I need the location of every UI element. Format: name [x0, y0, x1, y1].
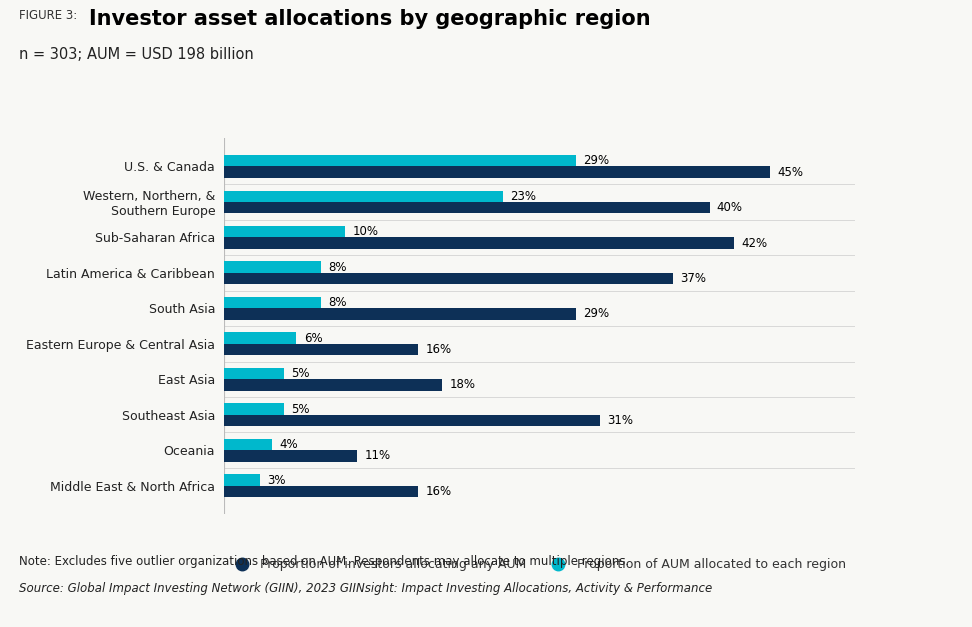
Text: 23%: 23% [510, 190, 537, 203]
Text: 5%: 5% [292, 403, 310, 416]
Bar [224, 155, 575, 166]
Bar [224, 202, 710, 213]
Bar [224, 403, 285, 414]
Bar [224, 308, 575, 320]
Text: FIGURE 3:: FIGURE 3: [19, 9, 78, 23]
Text: 31%: 31% [608, 414, 634, 427]
Bar [224, 273, 673, 284]
Bar [224, 297, 321, 308]
Text: 16%: 16% [426, 485, 451, 498]
Text: 29%: 29% [583, 307, 609, 320]
Bar [224, 191, 503, 202]
Bar [224, 414, 601, 426]
Bar [224, 166, 771, 177]
Bar [224, 344, 418, 355]
Text: 18%: 18% [449, 379, 475, 391]
Text: 4%: 4% [280, 438, 298, 451]
Text: 11%: 11% [364, 450, 391, 462]
Bar [224, 368, 285, 379]
Text: Investor asset allocations by geographic region: Investor asset allocations by geographic… [89, 9, 651, 29]
Text: 45%: 45% [778, 166, 804, 179]
Text: 8%: 8% [329, 296, 347, 309]
Text: 29%: 29% [583, 154, 609, 167]
Text: 10%: 10% [352, 225, 378, 238]
Bar [224, 261, 321, 273]
Text: 3%: 3% [267, 473, 286, 487]
Text: 5%: 5% [292, 367, 310, 380]
Text: n = 303; AUM = USD 198 billion: n = 303; AUM = USD 198 billion [19, 47, 255, 62]
Legend: Proportion of investors allocating any AUM, Proportion of AUM allocated to each : Proportion of investors allocating any A… [229, 558, 846, 571]
Text: 16%: 16% [426, 343, 451, 356]
Text: 6%: 6% [303, 332, 323, 345]
Bar [224, 450, 358, 461]
Bar [224, 486, 418, 497]
Bar [224, 238, 734, 249]
Text: Source: Global Impact Investing Network (GIIN), 2023 GIINsight: Impact Investing: Source: Global Impact Investing Network … [19, 582, 712, 595]
Text: 37%: 37% [680, 272, 707, 285]
Bar [224, 379, 442, 391]
Text: 42%: 42% [742, 236, 767, 250]
Text: Note: Excludes five outlier organizations based on AUM. Respondents may allocate: Note: Excludes five outlier organization… [19, 555, 630, 568]
Bar [224, 439, 272, 450]
Bar [224, 226, 345, 238]
Bar [224, 332, 296, 344]
Text: 8%: 8% [329, 261, 347, 273]
Bar [224, 475, 260, 486]
Text: 40%: 40% [717, 201, 743, 214]
